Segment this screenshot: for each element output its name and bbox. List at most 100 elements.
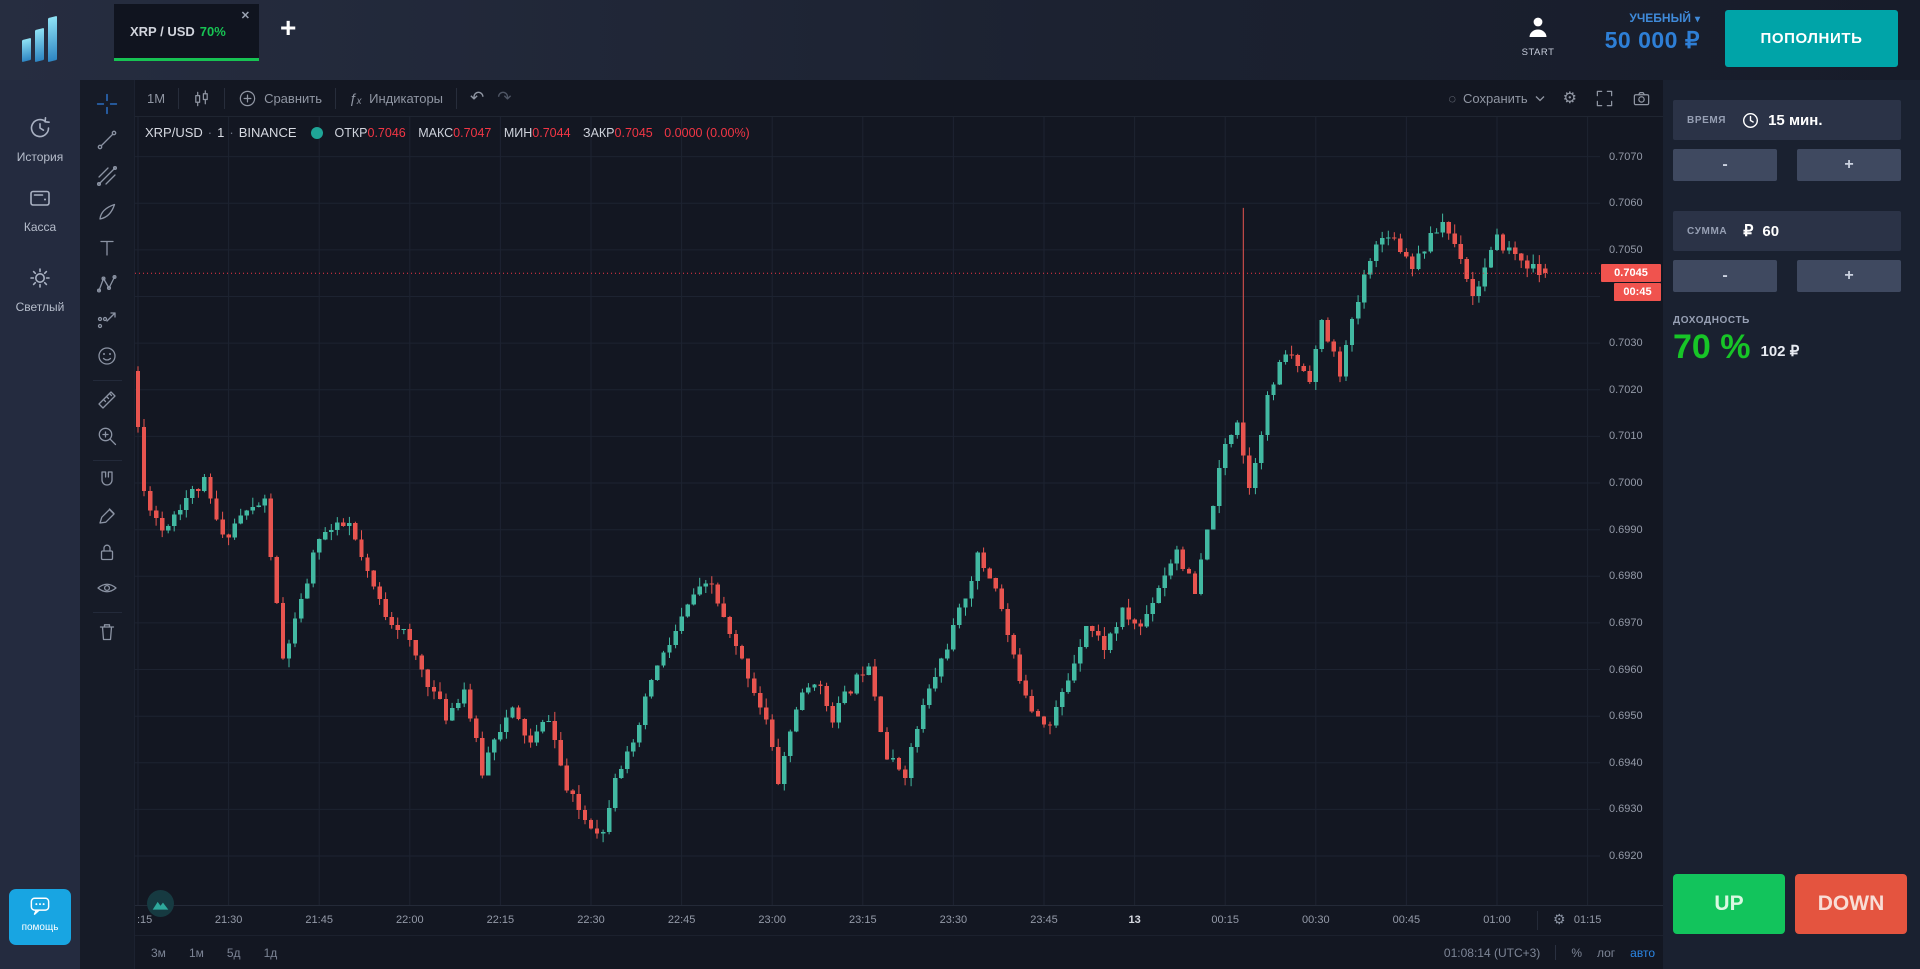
amount-value: 60 [1762, 222, 1780, 240]
header: XRP / USD 70% ✕ + START УЧЕБНЫЙ ▾ 50 000 ₽… [0, 0, 1920, 80]
drawing-mode-icon[interactable] [96, 505, 118, 527]
time-tick-label: 23:30 [939, 914, 968, 926]
toolbar-right-group: ◌ Сохранить ⚙ [1448, 88, 1651, 108]
time-minus-button[interactable]: - [1673, 149, 1777, 181]
xabcd-pattern-icon[interactable] [96, 273, 118, 295]
save-label: Сохранить [1463, 90, 1528, 106]
deposit-button[interactable]: ПОПОЛНИТЬ [1725, 10, 1898, 67]
ruler-icon[interactable] [96, 389, 118, 411]
time-plus-button[interactable]: + [1797, 149, 1901, 181]
low-label: МИН [503, 125, 533, 140]
left-sidebar: История Касса Светлый [0, 80, 80, 969]
chart-bottom-bar: 3м 1м 5д 1д 01:08:14 (UTC+3) % лог авто [135, 935, 1663, 969]
magnet-icon[interactable] [96, 469, 118, 491]
toolbar-divider [335, 87, 336, 109]
time-tick-label: 01:15 [1573, 914, 1602, 926]
chevron-down-icon [1535, 95, 1545, 101]
account-type-dropdown[interactable]: УЧЕБНЫЙ ▾ [1556, 11, 1700, 25]
account-summary: УЧЕБНЫЙ ▾ 50 000 ₽ [1556, 11, 1700, 54]
trash-icon[interactable] [96, 621, 118, 643]
legend-ohlc: ОТКР0.7046 МАКС0.7047 МИН0.7044 ЗАКР0.70… [335, 126, 750, 140]
price-tick-label: 0.7070 [1609, 150, 1643, 163]
crosshair-icon[interactable] [96, 93, 118, 115]
price-tick-label: 0.6940 [1609, 756, 1643, 769]
range-button-3м[interactable]: 3м [151, 945, 166, 960]
app-logo[interactable] [22, 13, 68, 63]
high-label: МАКС [418, 125, 454, 140]
tab-xrp-usd[interactable]: XRP / USD 70% ✕ [114, 4, 259, 61]
range-button-1д[interactable]: 1д [263, 945, 278, 960]
candle-style-icon[interactable] [192, 89, 211, 108]
logo-bar [35, 27, 44, 63]
sidebar-item-label: История [16, 150, 64, 164]
add-tab-button[interactable]: + [280, 12, 297, 43]
close-icon[interactable]: ✕ [240, 10, 250, 22]
brush-icon[interactable] [96, 201, 118, 223]
price-scale[interactable]: 0.7045 00:45 0.7070 0.7060 0.7050 0.7030 0.7… [1600, 117, 1663, 905]
legend-separator: · [229, 125, 234, 140]
chart-legend: XRP/USD · 1 · BINANCE ОТКР0.7046 МАКС0.7047 … [145, 125, 750, 140]
price-tick-label: 0.6920 [1609, 850, 1643, 863]
exchange-logo-button[interactable] [147, 890, 174, 917]
range-button-5д[interactable]: 5д [226, 945, 241, 960]
chat-bubble-icon [30, 897, 50, 915]
amount-minus-button[interactable]: - [1673, 260, 1777, 292]
trend-line-icon[interactable] [96, 129, 118, 151]
forecast-tool-icon[interactable] [96, 309, 118, 331]
time-axis[interactable]: ⚙ :15 21:30 21:45 22:00 22:15 22:30 22:45 23:00… [135, 905, 1663, 935]
sidebar-item-label: Касса [23, 220, 57, 234]
chart-area: 1М Сравнить ƒₓ Индикаторы ↶ ↷ [135, 80, 1663, 969]
market-status-dot [310, 126, 323, 139]
redo-button[interactable]: ↷ [497, 88, 512, 107]
time-tick-label: 23:15 [849, 914, 877, 926]
fullscreen-icon[interactable] [1595, 89, 1614, 108]
camera-icon[interactable] [1632, 89, 1651, 108]
undo-button[interactable]: ↶ [470, 88, 485, 107]
help-button[interactable]: помощь [9, 889, 71, 945]
axis-divider [1537, 911, 1538, 930]
range-button-1м[interactable]: 1м [188, 945, 204, 960]
auto-scale-button[interactable]: авто [1630, 945, 1655, 960]
fx-icon: ƒₓ [349, 90, 363, 106]
compare-button[interactable]: Сравнить [238, 89, 322, 108]
toolbar-divider [456, 87, 458, 109]
candlestick-chart[interactable] [135, 117, 1600, 905]
toolbar-divider [93, 380, 122, 381]
start-label: START [1521, 47, 1555, 58]
text-tool-icon[interactable] [96, 237, 118, 259]
up-button[interactable]: UP [1673, 874, 1785, 934]
indicators-button[interactable]: ƒₓ Индикаторы [349, 90, 443, 106]
sidebar-item-history[interactable]: История [0, 116, 80, 164]
price-tick-label: 0.6930 [1609, 803, 1643, 816]
dotted-circle-icon: ◌ [1448, 90, 1457, 106]
trade-panel: ВРЕМЯ 15 мин. - + СУММА ₽ 60 - + ДОХОДНО… [1663, 80, 1920, 969]
interval-button[interactable]: 1М [147, 90, 166, 106]
amount-steppers: - + [1673, 260, 1901, 292]
legend-symbol[interactable]: XRP/USD · 1 · BINANCE [145, 125, 297, 140]
zoom-in-icon[interactable] [96, 425, 118, 447]
amount-field[interactable]: СУММА ₽ 60 [1673, 211, 1901, 251]
sidebar-item-theme[interactable]: Светлый [0, 266, 80, 314]
percent-scale-button[interactable]: % [1571, 945, 1582, 960]
time-tick-label: 01:00 [1483, 914, 1511, 926]
chevron-down-icon: ▾ [1694, 14, 1700, 25]
time-tick-label: 23:00 [758, 914, 786, 926]
chart-settings-gear-icon[interactable]: ⚙ [1562, 90, 1577, 107]
toolbar-divider [224, 87, 226, 109]
save-layout-button[interactable]: ◌ Сохранить [1448, 90, 1545, 106]
lock-icon[interactable] [96, 541, 118, 563]
time-steppers: - + [1673, 149, 1901, 181]
expiry-time-field[interactable]: ВРЕМЯ 15 мин. [1673, 100, 1901, 140]
log-scale-button[interactable]: лог [1596, 945, 1616, 960]
start-tour-button[interactable]: START [1510, 16, 1566, 58]
emoji-icon[interactable] [96, 345, 118, 367]
sidebar-item-cashier[interactable]: Касса [0, 186, 80, 234]
bottom-bar-divider [1555, 945, 1557, 960]
time-axis-settings-icon[interactable]: ⚙ [1553, 911, 1566, 927]
eye-icon[interactable] [96, 577, 118, 599]
amount-plus-button[interactable]: + [1797, 260, 1901, 292]
down-button[interactable]: DOWN [1795, 874, 1907, 934]
time-label: ВРЕМЯ [1687, 114, 1727, 126]
gann-fibonacci-icon[interactable] [96, 165, 118, 187]
clock-readout[interactable]: 01:08:14 (UTC+3) [1443, 945, 1541, 960]
